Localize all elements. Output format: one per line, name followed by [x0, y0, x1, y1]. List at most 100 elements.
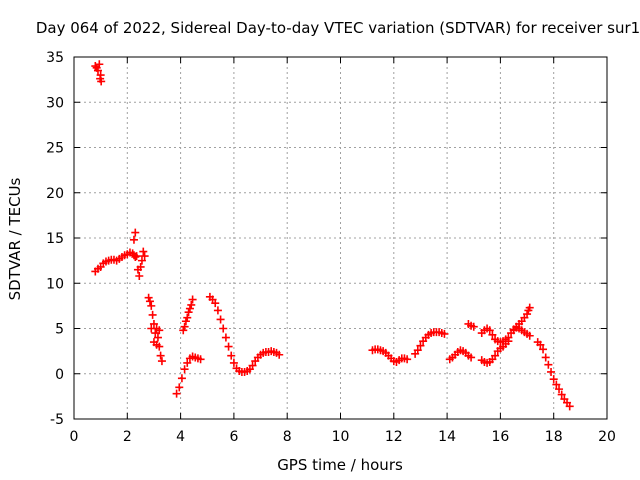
data-point	[157, 357, 166, 366]
x-tick-label: 12	[385, 429, 403, 445]
data-point	[180, 365, 189, 374]
y-tick-label: -5	[50, 412, 64, 428]
data-point	[149, 319, 158, 328]
data-point	[248, 361, 257, 370]
data-point	[525, 303, 534, 312]
plot-frame	[73, 56, 608, 420]
data-point	[547, 367, 556, 376]
chart-title: Day 064 of 2022, Sidereal Day-to-day VTE…	[36, 19, 640, 37]
y-tick-label: 30	[46, 95, 64, 111]
x-tick-label: 20	[598, 429, 616, 445]
data-point	[183, 313, 192, 322]
series-s6	[179, 295, 197, 335]
data-point	[504, 333, 513, 342]
series-s8	[368, 345, 412, 366]
data-point	[181, 317, 190, 326]
data-point	[488, 330, 497, 339]
data-point	[216, 315, 225, 324]
data-point	[183, 358, 192, 367]
data-point	[147, 324, 156, 333]
data-point	[440, 329, 449, 338]
data-point	[229, 358, 238, 367]
data-point	[95, 60, 104, 69]
series-s10	[445, 346, 476, 364]
data-point	[523, 310, 532, 319]
series-s3	[129, 228, 149, 281]
data-point	[155, 326, 164, 335]
y-tick-label: 5	[55, 322, 64, 338]
y-tick-label: 25	[46, 141, 64, 157]
data-point	[557, 390, 566, 399]
data-point	[147, 301, 156, 310]
series-s9	[411, 328, 449, 358]
x-tick-label: 10	[332, 429, 350, 445]
data-point	[541, 353, 550, 362]
data-point	[555, 385, 564, 394]
series-s16	[533, 338, 574, 411]
data-point	[93, 66, 102, 75]
data-point	[152, 340, 161, 349]
series-s13	[477, 337, 513, 367]
data-point	[211, 299, 220, 308]
data-point	[539, 345, 548, 354]
data-point	[132, 252, 141, 261]
y-tick-label: 15	[46, 231, 64, 247]
data-series	[91, 60, 574, 411]
data-point	[156, 351, 165, 360]
axes: 0 2 4 6 8 10 12 14 16 18 20 -5 0 5 10 15 20 25 30 35	[46, 50, 616, 445]
data-point	[131, 228, 140, 237]
data-point	[552, 380, 561, 389]
data-point	[227, 351, 236, 360]
data-point	[184, 308, 193, 317]
data-point	[131, 253, 140, 262]
y-tick-label: 35	[46, 50, 64, 66]
data-point	[221, 333, 230, 342]
data-point	[177, 374, 186, 383]
data-point	[544, 360, 553, 369]
data-point	[549, 375, 558, 384]
series-s5	[172, 352, 205, 398]
data-point	[136, 262, 145, 271]
data-point	[129, 235, 138, 244]
data-point	[224, 342, 233, 351]
x-tick-label: 8	[283, 429, 292, 445]
data-point	[536, 340, 545, 349]
data-point	[416, 341, 425, 350]
x-tick-label: 4	[176, 429, 185, 445]
series-s4	[144, 293, 166, 366]
y-tick-label: 10	[46, 276, 64, 292]
data-point	[188, 295, 197, 304]
x-tick-label: 6	[229, 429, 238, 445]
data-point	[219, 324, 228, 333]
data-point	[525, 331, 534, 340]
grid	[74, 57, 607, 419]
data-point	[139, 247, 148, 256]
data-point	[175, 383, 184, 392]
series-s15	[509, 303, 534, 335]
x-tick-label: 18	[545, 429, 563, 445]
data-point	[565, 402, 574, 411]
series-s7	[205, 292, 284, 376]
y-axis-label: SDTVAR / TECUs	[6, 177, 24, 300]
x-tick-label: 2	[123, 429, 132, 445]
series-s2	[91, 248, 140, 276]
data-point	[469, 322, 478, 331]
x-axis-label: GPS time / hours	[277, 456, 403, 474]
y-tick-label: 0	[55, 367, 64, 383]
x-tick-label: 16	[491, 429, 509, 445]
data-point	[135, 272, 144, 281]
y-tick-label: 20	[46, 186, 64, 202]
data-point	[179, 326, 188, 335]
data-point	[275, 350, 284, 359]
data-point	[91, 62, 100, 71]
data-point	[213, 306, 222, 315]
data-point	[144, 293, 153, 302]
data-point	[467, 353, 476, 362]
data-point	[187, 300, 196, 309]
data-point	[137, 256, 146, 265]
data-point	[153, 333, 162, 342]
x-tick-label: 0	[70, 429, 79, 445]
data-point	[97, 77, 106, 86]
data-point	[180, 322, 189, 331]
